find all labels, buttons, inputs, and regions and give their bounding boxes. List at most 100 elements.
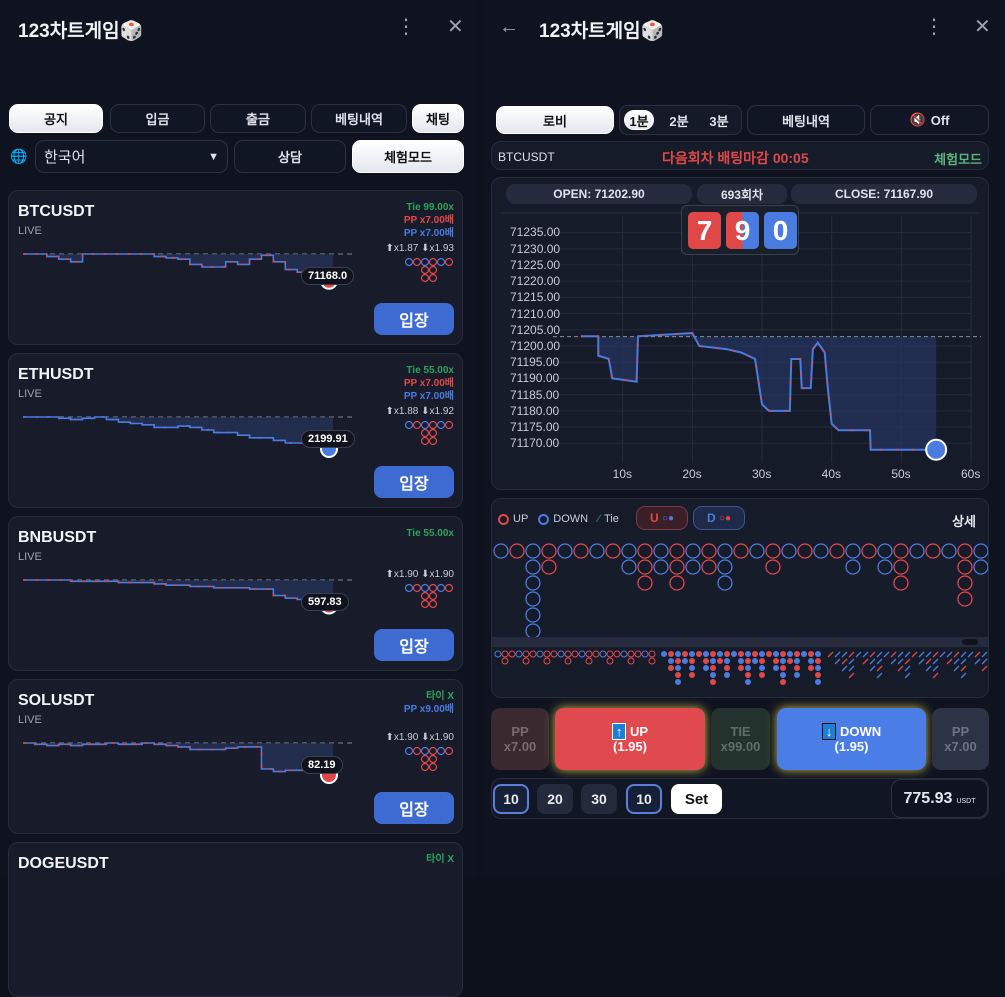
card-mini-road xyxy=(404,583,454,609)
card-odds: Tie 55.00x PP x7.00배 PP x7.00배 xyxy=(404,364,454,403)
roadmap-box: UP DOWN ⁄ Tie U ○● D ○● 상세 xyxy=(491,498,989,698)
bet-down-button[interactable]: ↓ DOWN (1.95) xyxy=(777,708,926,770)
language-select[interactable]: 한국어 ▼ xyxy=(35,140,228,173)
cockroach-mark xyxy=(932,658,939,665)
small-eye-bead xyxy=(703,665,709,671)
small-eye-bead xyxy=(675,665,681,671)
road-bead xyxy=(404,257,414,267)
small-eye-bead xyxy=(780,672,786,678)
cockroach-mark xyxy=(925,651,932,658)
small-road-bead xyxy=(585,657,593,665)
chip-10[interactable]: 10 xyxy=(493,784,529,814)
enter-button[interactable]: 입장 xyxy=(374,792,454,824)
small-road-bead xyxy=(543,657,551,665)
road-bead xyxy=(428,428,438,438)
tab-notice[interactable]: 공지 xyxy=(9,104,103,133)
close-icon[interactable]: ✕ xyxy=(974,16,991,38)
chip-20[interactable]: 20 xyxy=(537,784,573,814)
big-road-bead xyxy=(797,543,813,559)
small-road-bead xyxy=(564,650,572,658)
big-road-bead xyxy=(877,559,893,575)
symbol-label: BTCUSDT xyxy=(498,150,555,164)
bet-up-button[interactable]: ↑ UP (1.95) xyxy=(555,708,705,770)
bet-tie-button[interactable]: TIE x99.00 xyxy=(711,708,770,770)
road-bead xyxy=(428,420,438,430)
small-eye-bead xyxy=(745,665,751,671)
trial-mode-button[interactable]: 체험모드 xyxy=(352,140,464,173)
small-eye-bead xyxy=(675,679,681,685)
bet-pp-right[interactable]: PP x7.00 xyxy=(932,708,989,770)
market-card: DOGEUSDT 타이 X xyxy=(8,842,463,997)
enter-button[interactable]: 입장 xyxy=(374,466,454,498)
card-odds: Tie 99.00x PP x7.00배 PP x7.00배 xyxy=(404,201,454,240)
ask-down-button[interactable]: D ○● xyxy=(693,506,745,530)
balance-display: 775.93 USDT xyxy=(891,779,988,818)
road-bead xyxy=(428,265,438,275)
tab-deposit[interactable]: 입금 xyxy=(110,104,205,133)
y-tick-label: 71185.00 xyxy=(510,387,560,402)
small-road-bead xyxy=(613,650,621,658)
tab-bet-history[interactable]: 베팅내역 xyxy=(311,104,407,133)
x-tick-label: 50s xyxy=(891,467,911,481)
small-eye-bead xyxy=(668,658,674,664)
small-eye-bead xyxy=(710,658,716,664)
big-road-bead xyxy=(893,559,909,575)
road-scrollbar[interactable] xyxy=(492,637,988,647)
detail-link[interactable]: 상세 xyxy=(952,514,976,529)
big-road-bead xyxy=(525,575,541,591)
cockroach-mark xyxy=(883,651,890,658)
bet-history-button[interactable]: 베팅내역 xyxy=(747,105,865,135)
consult-button[interactable]: 상담 xyxy=(234,140,346,173)
enter-button[interactable]: 입장 xyxy=(374,303,454,335)
cockroach-mark xyxy=(862,651,869,658)
close-icon[interactable]: ✕ xyxy=(447,16,464,38)
sound-toggle[interactable]: 🔇 Off xyxy=(870,105,989,135)
down-circle-icon xyxy=(538,513,550,525)
road-bead xyxy=(444,746,454,756)
big-road-bead xyxy=(813,543,829,559)
cockroach-mark xyxy=(932,665,939,672)
road-bead xyxy=(420,599,430,609)
interval-3m[interactable]: 3분 xyxy=(709,113,729,129)
close-price: CLOSE: 71167.90 xyxy=(791,184,977,204)
cockroach-mark xyxy=(953,658,960,665)
set-button[interactable]: Set xyxy=(671,784,722,814)
more-vert-icon[interactable]: ⋮ xyxy=(396,16,416,38)
back-arrow-icon[interactable]: ← xyxy=(499,16,519,38)
lobby-button[interactable]: 로비 xyxy=(496,106,614,134)
language-value: 한국어 xyxy=(44,149,86,166)
cockroach-mark xyxy=(960,651,967,658)
odds-line: Tie 55.00x xyxy=(406,365,454,376)
cockroach-mark xyxy=(869,651,876,658)
small-road-bead xyxy=(543,650,551,658)
interval-2m[interactable]: 2분 xyxy=(669,113,689,129)
x-tick-label: 20s xyxy=(682,467,702,481)
small-eye-bead xyxy=(773,658,779,664)
cockroach-mark xyxy=(953,665,960,672)
round-info-bar: BTCUSDT 다음회차 배팅마감 00:05 체험모드 xyxy=(491,141,989,170)
odds-line: Tie 99.00x xyxy=(406,202,454,213)
enter-button[interactable]: 입장 xyxy=(374,629,454,661)
more-vert-icon[interactable]: ⋮ xyxy=(924,16,944,38)
legend-up: UP xyxy=(513,513,529,525)
small-road-bead xyxy=(592,650,600,658)
round-number: 693회차 xyxy=(697,184,787,204)
y-tick-label: 71210.00 xyxy=(510,306,561,321)
chip-30[interactable]: 30 xyxy=(581,784,617,814)
road-bead xyxy=(428,436,438,446)
y-tick-label: 71180.00 xyxy=(510,403,560,418)
tab-chat[interactable]: 채팅 xyxy=(412,104,464,133)
bet-pp-left[interactable]: PP x7.00 xyxy=(491,708,549,770)
cockroach-mark xyxy=(897,658,904,665)
small-eye-bead xyxy=(808,651,814,657)
big-road-bead xyxy=(733,543,749,559)
odds-line: PP x7.00배 xyxy=(403,228,454,239)
tab-withdraw[interactable]: 출금 xyxy=(210,104,306,133)
ask-up-button[interactable]: U ○● xyxy=(636,506,688,530)
small-eye-bead xyxy=(759,672,765,678)
y-tick-label: 71170.00 xyxy=(510,436,560,451)
legend-tie: Tie xyxy=(603,513,619,525)
bet-amount-input[interactable]: 10 xyxy=(626,784,662,814)
interval-1m[interactable]: 1분 xyxy=(624,110,654,130)
card-sparkline xyxy=(23,742,353,784)
